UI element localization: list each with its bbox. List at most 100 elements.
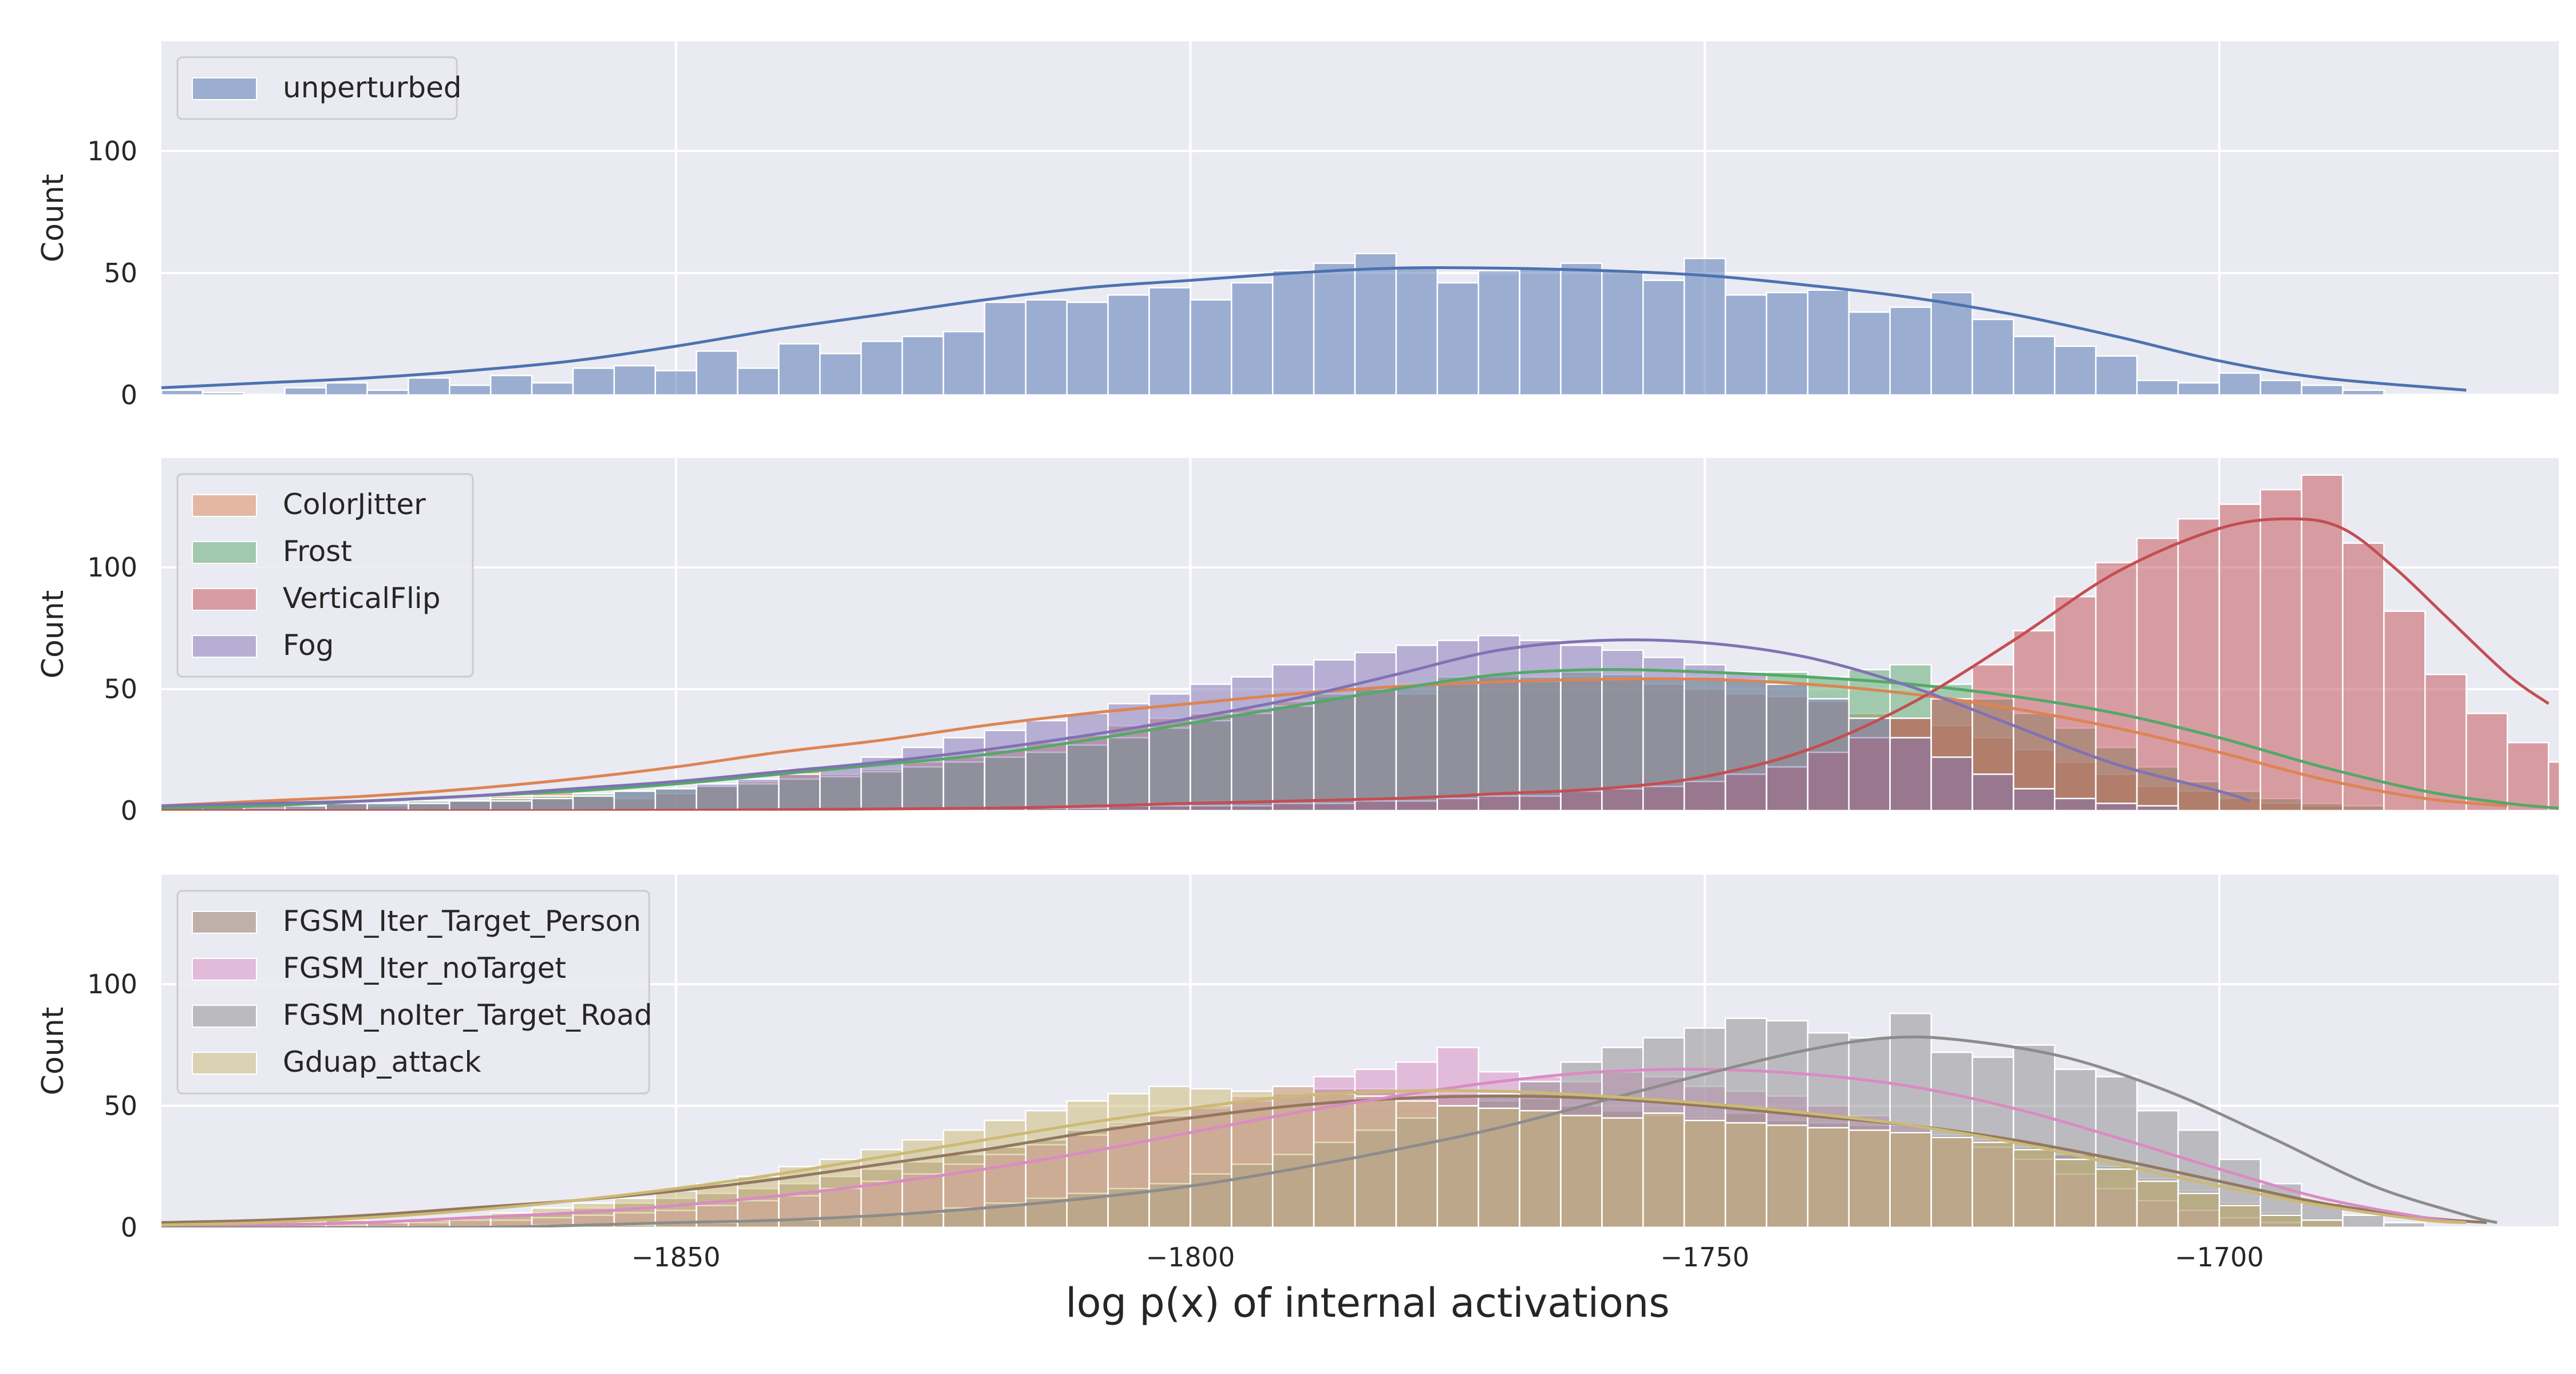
histogram-bar [2383, 1222, 2426, 1227]
histogram-bar [1560, 1115, 1603, 1227]
y-tick-label: 50 [104, 258, 137, 289]
histogram-bar [1683, 664, 1726, 811]
legend-swatch-unperturbed [192, 77, 257, 100]
histogram-bar [819, 766, 862, 811]
legend-swatch-fog [192, 635, 257, 658]
histogram-bar [2547, 761, 2559, 811]
histogram-bar [1436, 639, 1479, 811]
histogram-bar [1971, 1142, 2014, 1227]
histogram-bar [1190, 1088, 1232, 1227]
histogram-bar [778, 343, 821, 395]
histogram-bar [1724, 1122, 1768, 1227]
histogram-bar [1642, 279, 1685, 395]
histogram-bar [1930, 291, 1973, 395]
histogram-bar [2342, 389, 2385, 395]
legend-label-fog: Fog [283, 629, 334, 662]
histogram-bar [1436, 1105, 1479, 1227]
histogram-bar [161, 389, 204, 395]
y-axis-label: Count [36, 590, 70, 678]
kde-line-frost [161, 668, 2559, 810]
histogram-bar [1271, 664, 1315, 811]
kde-line-gduap-attack [161, 1089, 2467, 1227]
histogram-bar [1930, 756, 1973, 811]
legend-label-fgsm-noiter-target-road: FGSM_noIter_Target_Road [283, 998, 652, 1032]
legend-swatch-gduap-attack [192, 1052, 257, 1075]
histogram-bar [531, 382, 574, 395]
histogram-bar [2095, 355, 2138, 395]
histogram-bar [654, 370, 697, 395]
histogram-bar [1066, 712, 1109, 811]
histogram-bar [1477, 634, 1520, 811]
histogram-bar [1313, 659, 1356, 811]
histogram-bar [1354, 252, 1397, 395]
histogram-bar [1807, 698, 1850, 811]
histogram-bar [1642, 1112, 1685, 1227]
histogram-bar [2342, 1214, 2385, 1227]
histogram-bar [1930, 1136, 1973, 1227]
kde-line-verticalflip [161, 517, 2550, 811]
histogram-bar [737, 1175, 780, 1227]
panel-adversarial-attacks: −1850 −1800 −1750 −1700 0 50 100 Count FGSM_Iter… [36, 875, 2559, 1273]
legend-swatch-colorjitter [192, 494, 257, 517]
series-fog [161, 634, 2179, 811]
histogram-bar [983, 301, 1027, 395]
legend-swatch-fgsm-iter-notarget [192, 958, 257, 981]
y-tick-label: 50 [104, 1091, 137, 1122]
histogram-bar [2013, 335, 2056, 395]
histogram-bar [531, 1207, 574, 1227]
kde-line-fgsm-iter-notarget [161, 1068, 2467, 1227]
histogram-bar [2218, 372, 2261, 395]
histogram-bar [2301, 474, 2344, 811]
histogram-bar [1971, 773, 2014, 811]
y-tick-label: 100 [87, 136, 137, 167]
histogram-bar [2506, 741, 2550, 811]
histogram-bar [1889, 306, 1932, 395]
histogram-bar [2301, 1219, 2344, 1227]
histogram-bar [489, 374, 533, 395]
series-unperturbed [161, 252, 2385, 395]
histogram-bar [901, 335, 945, 395]
legend-label-gduap-attack: Gduap_attack [283, 1045, 481, 1079]
histogram-bar [1889, 737, 1932, 811]
histogram-bar [613, 790, 657, 811]
histogram-bar [2424, 673, 2467, 811]
histogram-bar [737, 778, 780, 811]
histogram-bar [1436, 282, 1479, 395]
histogram-bar [1107, 702, 1150, 811]
histogram-bar [2136, 805, 2179, 811]
histogram-bar [2342, 542, 2385, 811]
y-tick-label: 0 [121, 380, 137, 410]
histogram-bar [819, 353, 862, 395]
x-tick-label: −1850 [631, 1242, 721, 1273]
histogram-bar [2465, 712, 2508, 811]
histogram-bar [1025, 720, 1068, 811]
histogram-bar [1066, 301, 1109, 395]
legend-swatch-verticalflip [192, 588, 257, 611]
legend-swatch-frost [192, 541, 257, 564]
histogram-bar [1519, 639, 1562, 811]
histogram-bar [2218, 1205, 2261, 1227]
series-verticalflip [983, 474, 2559, 811]
histogram-bar [2095, 1168, 2138, 1227]
y-tick-label: 50 [104, 674, 137, 705]
histogram-bar [1148, 287, 1191, 395]
histogram-bar [1190, 299, 1232, 395]
histogram-bar [284, 386, 327, 395]
data-layer [161, 1012, 2498, 1227]
data-layer [161, 474, 2559, 811]
histogram-bar [860, 340, 903, 395]
x-tick-label: −1800 [1146, 1242, 1235, 1273]
kde-line-fog [161, 638, 2251, 807]
x-tick-label: −1700 [2175, 1242, 2264, 1273]
histogram-bar [1889, 1132, 1932, 1227]
histogram-bar [1601, 649, 1644, 811]
histogram-bar [408, 377, 451, 395]
histogram-bar [1231, 1090, 1274, 1227]
legend-label-unperturbed: unperturbed [283, 71, 462, 104]
histogram-bar [366, 389, 409, 395]
histogram-bar [942, 737, 986, 811]
histogram-bar [2013, 630, 2056, 811]
histogram-bar [2259, 488, 2302, 811]
histogram-bar [1807, 289, 1850, 395]
histogram-bar [1395, 267, 1439, 395]
